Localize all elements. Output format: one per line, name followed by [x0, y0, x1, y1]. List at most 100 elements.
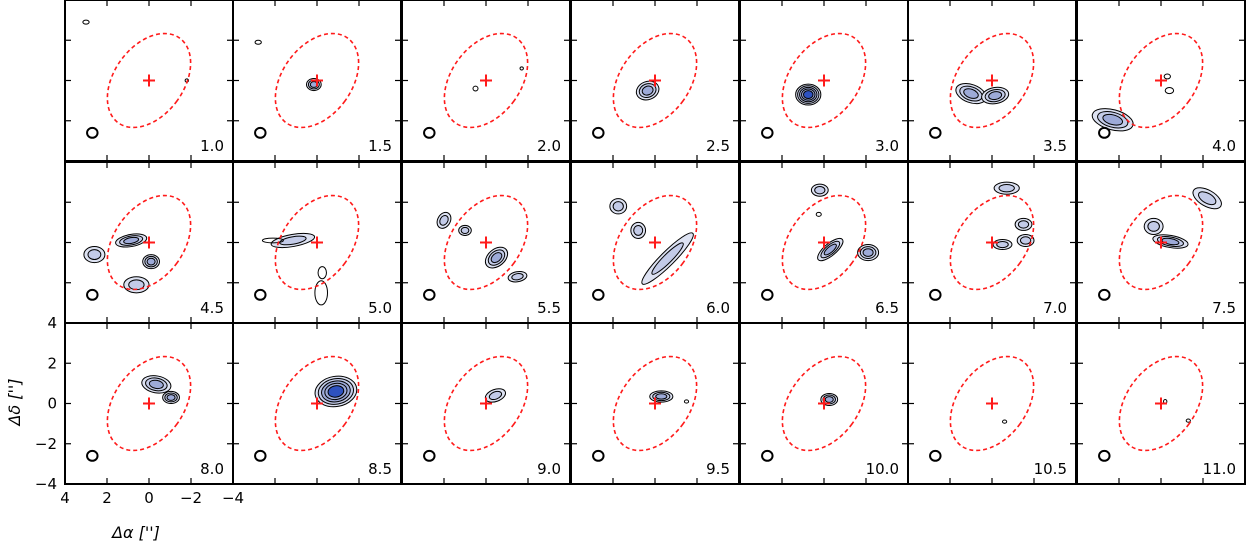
contour-level — [1163, 73, 1171, 80]
panel-label: 7.5 — [1212, 299, 1236, 317]
disk-ellipse — [612, 194, 698, 291]
beam-ellipse — [761, 288, 774, 301]
contour-level — [460, 226, 470, 234]
panel-label: 4.5 — [200, 299, 224, 317]
contour-level — [988, 91, 1003, 101]
emission-contours — [795, 83, 822, 106]
panel-8.5: 8.5 — [232, 322, 402, 485]
x-tick-label: −4 — [222, 489, 244, 507]
beam-ellipse — [1098, 288, 1111, 301]
panel-ticks — [908, 0, 1076, 161]
panel-7.0: 7.0 — [907, 161, 1077, 324]
panel-label: 6.5 — [875, 299, 899, 317]
panel-3.5: 3.5 — [907, 0, 1077, 162]
disk-ellipse — [274, 355, 360, 452]
beam-ellipse — [929, 288, 942, 301]
emission-contours — [1002, 419, 1008, 424]
panel-label: 8.5 — [368, 460, 392, 478]
emission-contours — [1091, 73, 1175, 132]
y-tick-label: 0 — [47, 395, 57, 413]
panel-5.0: 5.0 — [232, 161, 402, 324]
beam-ellipse — [929, 126, 942, 139]
x-tick-label: −2 — [180, 489, 202, 507]
contour-level — [815, 211, 822, 217]
panel-label: 1.0 — [200, 137, 224, 155]
y-tick-label: 4 — [47, 314, 57, 332]
panel-ticks — [740, 323, 908, 484]
contour-level — [633, 225, 644, 236]
contour-level — [123, 236, 140, 245]
panel-label: 10.5 — [1034, 460, 1067, 478]
contour-level — [655, 393, 668, 400]
disk-ellipse — [781, 32, 867, 129]
y-tick-label: 2 — [47, 354, 57, 372]
contour-level — [683, 399, 690, 404]
disk-ellipse — [612, 32, 698, 129]
panel-label: 9.5 — [706, 460, 730, 478]
x-tick-label: 2 — [102, 489, 112, 507]
beam-ellipse — [592, 449, 605, 462]
contour-level — [511, 273, 524, 281]
disk-ellipse — [443, 194, 529, 291]
disk-ellipse — [612, 355, 698, 452]
contour-level — [148, 379, 164, 390]
beam-ellipse — [423, 126, 436, 139]
panel-label: 3.5 — [1043, 137, 1067, 155]
beam-ellipse — [86, 288, 99, 301]
contour-level — [327, 385, 345, 398]
panel-ticks — [571, 162, 739, 323]
disk-ellipse — [949, 32, 1035, 129]
panel-9.0: 9.0 — [401, 322, 571, 485]
emission-contours — [810, 183, 880, 262]
contour-level — [317, 266, 327, 280]
panel-label: 10.0 — [866, 460, 899, 478]
disk-ellipse — [949, 194, 1035, 291]
disk-ellipse — [1118, 194, 1204, 291]
contour-level — [82, 19, 90, 25]
beam-ellipse — [86, 449, 99, 462]
panel-9.5: 9.5 — [570, 322, 740, 485]
panel-ticks — [402, 162, 570, 323]
disk-ellipse — [274, 32, 360, 129]
beam-ellipse — [1098, 126, 1111, 139]
emission-contours — [609, 198, 694, 285]
panel-10.5: 10.5 — [907, 322, 1077, 485]
panel-ticks — [233, 323, 401, 484]
beam-ellipse — [929, 449, 942, 462]
contour-level — [519, 66, 524, 71]
disk-ellipse — [1118, 32, 1204, 129]
contour-level — [612, 201, 624, 212]
y-tick-label: −4 — [35, 475, 57, 493]
disk-ellipse — [443, 355, 529, 452]
contour-level — [641, 85, 654, 96]
emission-contours — [820, 392, 839, 407]
emission-contours — [472, 66, 524, 92]
panel-7.5: 7.5 — [1076, 161, 1246, 324]
beam-ellipse — [254, 449, 267, 462]
panel-ticks — [1077, 0, 1245, 161]
panel-label: 6.0 — [706, 299, 730, 317]
panel-ticks — [908, 323, 1076, 484]
contour-level — [963, 88, 979, 99]
beam-ellipse — [86, 126, 99, 139]
beam-ellipse — [761, 449, 774, 462]
contour-level — [87, 249, 102, 260]
panel-label: 11.0 — [1203, 460, 1236, 478]
panel-ticks — [908, 162, 1076, 323]
disk-ellipse — [443, 32, 529, 129]
beam-ellipse — [592, 126, 605, 139]
x-axis-label: Δα [''] — [110, 523, 160, 542]
disk-ellipse — [274, 194, 360, 291]
contour-level — [998, 183, 1015, 193]
beam-ellipse — [423, 288, 436, 301]
panel-ticks — [402, 0, 570, 161]
disk-ellipse — [106, 32, 192, 129]
contour-level — [1147, 220, 1160, 232]
disk-ellipse — [106, 355, 192, 452]
contour-level — [651, 242, 684, 275]
contour-level — [1002, 419, 1008, 424]
disk-ellipse — [1118, 355, 1204, 452]
panel-ticks — [1077, 323, 1245, 484]
axis-annotations: Δα [''] Δδ [''] — [5, 378, 160, 542]
